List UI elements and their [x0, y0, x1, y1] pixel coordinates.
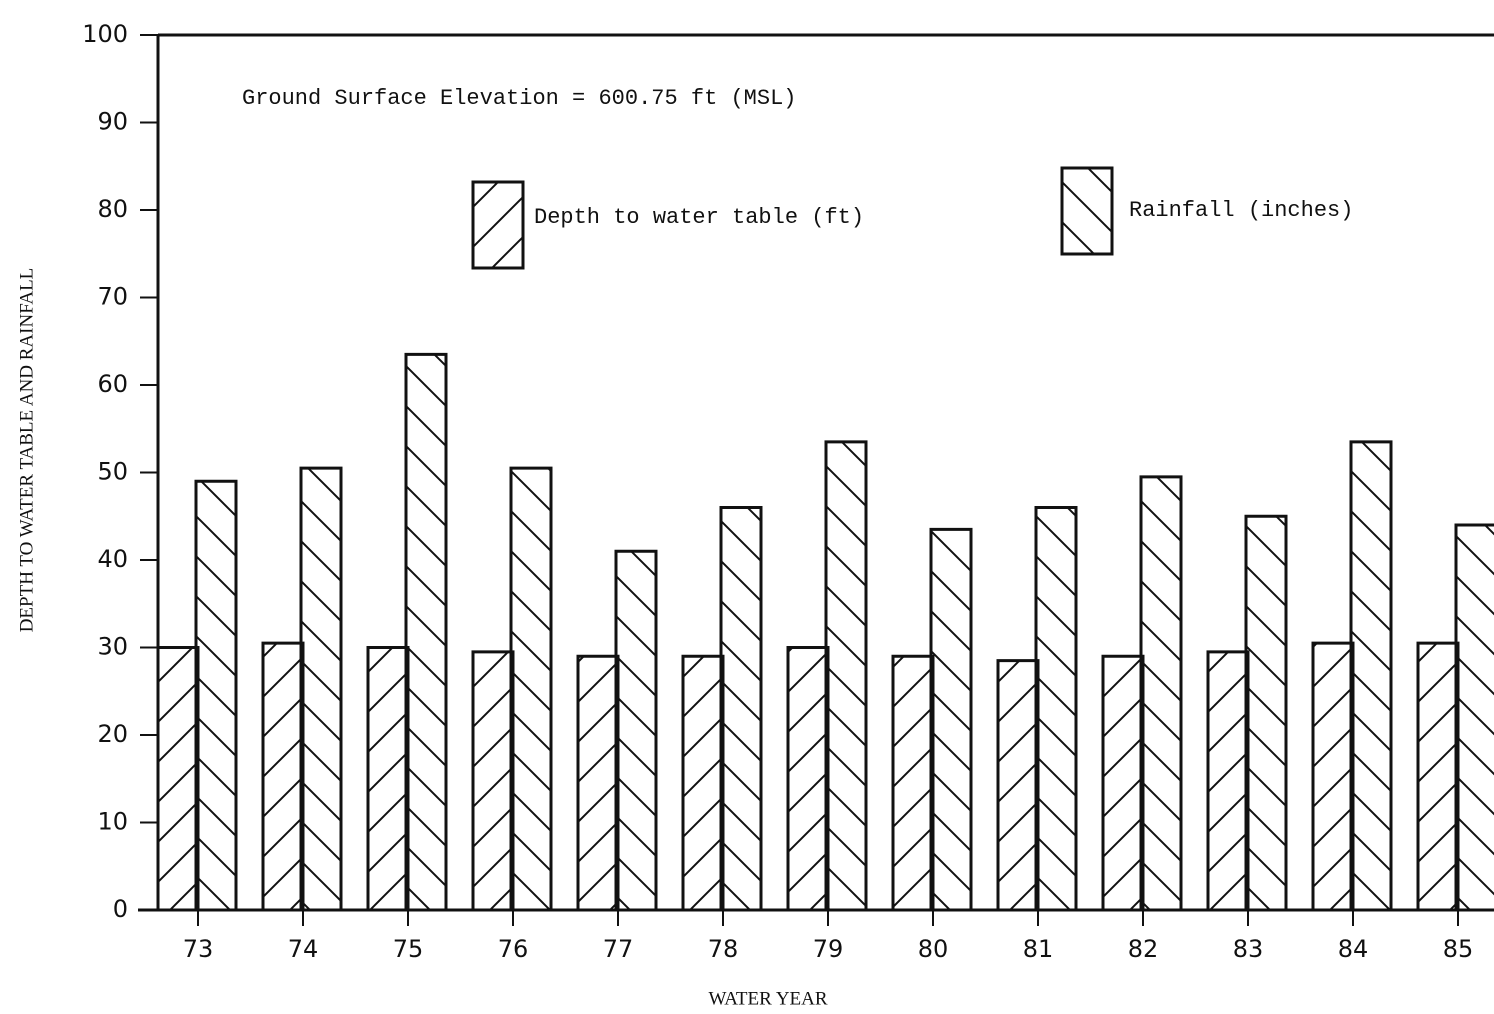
bar — [891, 654, 935, 912]
bar — [1454, 523, 1494, 912]
legend-swatch — [471, 180, 525, 270]
y-tick-label: 70 — [97, 283, 128, 311]
legend-label: Rainfall (inches) — [1129, 198, 1353, 223]
bar — [576, 654, 620, 912]
bar — [471, 650, 515, 912]
y-tick-label: 10 — [97, 808, 128, 836]
bar — [1244, 514, 1288, 912]
bar — [366, 646, 410, 912]
x-tick-label: 75 — [393, 935, 424, 963]
bar — [1206, 650, 1250, 912]
bar — [996, 659, 1040, 912]
y-tick-label: 90 — [97, 108, 128, 136]
bar — [1139, 475, 1183, 912]
bar — [681, 654, 725, 912]
x-tick-label: 79 — [813, 935, 844, 963]
bar — [719, 506, 763, 912]
bar — [786, 646, 830, 912]
x-tick-label: 73 — [183, 935, 214, 963]
y-tick-label: 100 — [82, 20, 128, 48]
legend-label: Depth to water table (ft) — [534, 205, 864, 230]
annotation: Ground Surface Elevation = 600.75 ft (MS… — [242, 86, 797, 111]
legend-swatch — [1060, 166, 1114, 256]
y-tick-label: 30 — [97, 633, 128, 661]
bar — [156, 646, 200, 912]
x-tick-label: 81 — [1023, 935, 1054, 963]
bar — [1034, 506, 1078, 912]
bar — [509, 466, 553, 912]
x-axis-title: WATER YEAR — [708, 988, 827, 1009]
x-tick-label: 77 — [603, 935, 634, 963]
bar — [404, 352, 448, 912]
y-tick-label: 40 — [97, 545, 128, 573]
x-tick-label: 74 — [288, 935, 319, 963]
x-tick-label: 80 — [918, 935, 949, 963]
x-tick-label: 76 — [498, 935, 529, 963]
bar — [824, 440, 868, 912]
bar — [1101, 654, 1145, 912]
bar — [614, 549, 658, 912]
x-tick-label: 85 — [1443, 935, 1474, 963]
bar — [929, 527, 973, 912]
bar — [299, 466, 343, 912]
y-tick-label: 80 — [97, 195, 128, 223]
y-tick-label: 60 — [97, 370, 128, 398]
bar — [1311, 641, 1355, 912]
bar — [261, 641, 305, 912]
x-tick-label: 78 — [708, 935, 739, 963]
y-axis-title: DEPTH TO WATER TABLE AND RAINFALL — [16, 268, 37, 633]
y-tick-label: 20 — [97, 720, 128, 748]
y-tick-label: 50 — [97, 458, 128, 486]
y-tick-label: 0 — [113, 895, 128, 923]
x-tick-label: 84 — [1338, 935, 1369, 963]
x-tick-label: 83 — [1233, 935, 1264, 963]
bar — [1416, 641, 1460, 912]
bar — [1349, 440, 1393, 912]
bar — [194, 479, 238, 912]
x-tick-label: 82 — [1128, 935, 1159, 963]
